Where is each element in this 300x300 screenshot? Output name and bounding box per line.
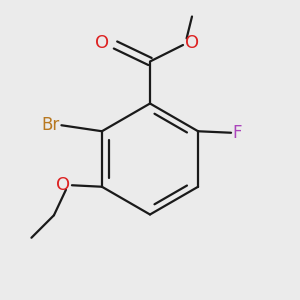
Text: O: O [95,34,109,52]
Text: O: O [184,34,199,52]
Text: Br: Br [42,116,60,134]
Text: O: O [56,176,70,194]
Text: F: F [232,124,242,142]
